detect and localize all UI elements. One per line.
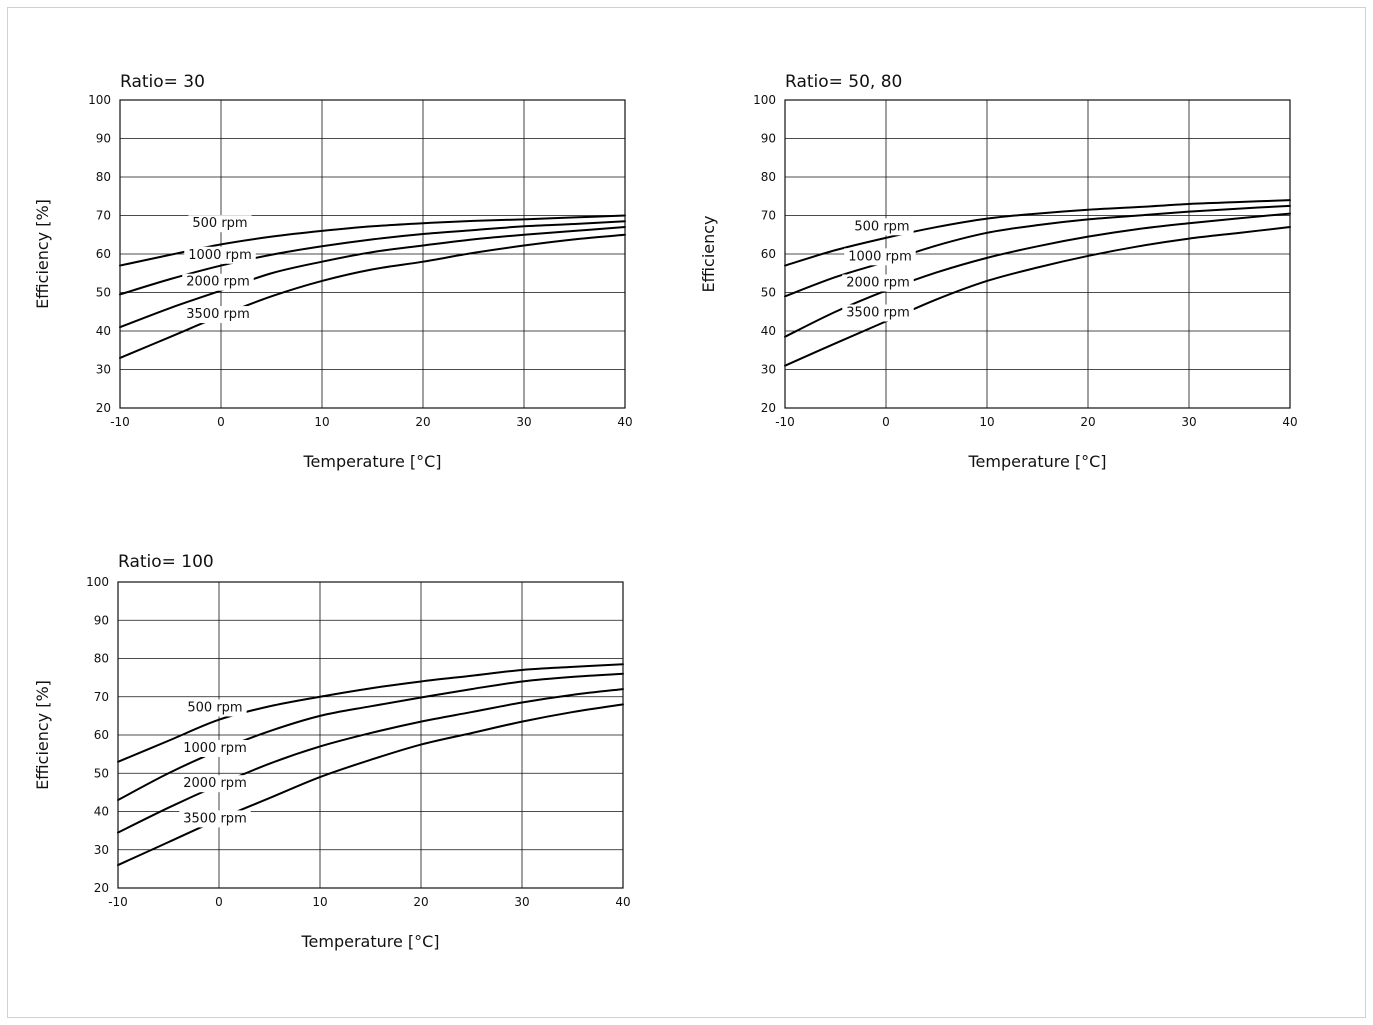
series-label-500-rpm: 500 rpm: [854, 219, 909, 234]
y-tick-label: 60: [96, 247, 111, 261]
y-axis-label: Efficiency [%]: [33, 199, 52, 309]
x-axis-label: Temperature [°C]: [302, 452, 441, 471]
x-tick-label: 0: [882, 415, 890, 429]
y-tick-label: 90: [96, 132, 111, 146]
y-tick-label: 40: [94, 805, 109, 819]
y-tick-label: 100: [88, 93, 111, 107]
series-label-3500-rpm: 3500 rpm: [186, 307, 249, 322]
series-label-2000-rpm: 2000 rpm: [186, 275, 249, 290]
x-tick-label: 10: [314, 415, 329, 429]
series-label-1000-rpm: 1000 rpm: [183, 741, 246, 756]
series-label-background: [842, 304, 914, 322]
series-label-1000-rpm: 1000 rpm: [188, 248, 251, 263]
series-line-2000-rpm: [784, 212, 1291, 338]
series-label-500-rpm: 500 rpm: [192, 216, 247, 231]
y-tick-label: 70: [761, 209, 776, 223]
y-tick-label: 20: [761, 401, 776, 415]
plot-area: [119, 99, 626, 409]
y-tick-label: 100: [86, 575, 109, 589]
y-axis-label: Efficiency [%]: [33, 680, 52, 790]
x-tick-label: 40: [1282, 415, 1297, 429]
series-line-3500-rpm: [784, 226, 1291, 367]
series-label-background: [183, 699, 247, 717]
x-tick-label: 30: [514, 895, 529, 909]
x-tick-label: 20: [1080, 415, 1095, 429]
y-tick-label: 50: [94, 766, 109, 780]
series-label-background: [179, 810, 251, 828]
y-tick-label: 70: [96, 209, 111, 223]
y-tick-label: 60: [94, 728, 109, 742]
plot-area: [117, 581, 624, 889]
series-label-background: [844, 248, 916, 266]
x-tick-label: 10: [312, 895, 327, 909]
y-tick-label: 80: [96, 170, 111, 184]
x-tick-label: 20: [413, 895, 428, 909]
y-tick-label: 80: [94, 652, 109, 666]
series-label-3500-rpm: 3500 rpm: [183, 811, 246, 826]
y-tick-label: 70: [94, 690, 109, 704]
x-tick-label: 30: [1181, 415, 1196, 429]
series-line-1000-rpm: [784, 204, 1291, 298]
series-label-background: [188, 215, 252, 233]
y-tick-label: 100: [753, 93, 776, 107]
series-line-2000-rpm: [119, 226, 626, 329]
series-label-500-rpm: 500 rpm: [187, 700, 242, 715]
x-tick-label: 40: [617, 415, 632, 429]
chart-title: Ratio= 30: [120, 72, 205, 92]
y-tick-label: 80: [761, 170, 776, 184]
series-line-1000-rpm: [119, 220, 626, 296]
chart-title: Ratio= 50, 80: [785, 72, 902, 92]
x-tick-label: 0: [217, 415, 225, 429]
y-tick-label: 60: [761, 247, 776, 261]
series-label-2000-rpm: 2000 rpm: [846, 275, 909, 290]
y-tick-label: 90: [94, 613, 109, 627]
series-line-500-rpm: [117, 663, 624, 763]
chart-title: Ratio= 100: [118, 552, 214, 572]
x-tick-label: -10: [108, 895, 128, 909]
series-label-background: [179, 740, 251, 758]
series-label-background: [184, 246, 256, 264]
x-axis-label: Temperature [°C]: [967, 452, 1106, 471]
x-axis-label: Temperature [°C]: [300, 932, 439, 951]
y-axis-label: Efficiency: [699, 215, 718, 292]
series-label-background: [182, 306, 254, 324]
series-label-2000-rpm: 2000 rpm: [183, 776, 246, 791]
series-label-3500-rpm: 3500 rpm: [846, 306, 909, 321]
y-tick-label: 40: [96, 324, 111, 338]
plot-area: [784, 99, 1291, 409]
series-label-background: [182, 273, 254, 291]
y-tick-label: 20: [94, 881, 109, 895]
y-tick-label: 50: [96, 286, 111, 300]
y-tick-label: 30: [96, 363, 111, 377]
x-tick-label: 30: [516, 415, 531, 429]
x-tick-label: 40: [615, 895, 630, 909]
figure-frame: [7, 7, 1366, 1018]
y-tick-label: 90: [761, 132, 776, 146]
x-tick-label: -10: [775, 415, 795, 429]
series-label-background: [842, 274, 914, 292]
y-tick-label: 20: [96, 401, 111, 415]
x-tick-label: 20: [415, 415, 430, 429]
y-tick-label: 50: [761, 286, 776, 300]
y-tick-label: 30: [761, 363, 776, 377]
y-tick-label: 40: [761, 324, 776, 338]
x-tick-label: -10: [110, 415, 130, 429]
series-label-background: [850, 218, 914, 236]
series-label-background: [179, 775, 251, 793]
series-label-1000-rpm: 1000 rpm: [848, 249, 911, 264]
series-line-500-rpm: [784, 199, 1291, 267]
x-tick-label: 10: [979, 415, 994, 429]
y-tick-label: 30: [94, 843, 109, 857]
x-tick-label: 0: [215, 895, 223, 909]
